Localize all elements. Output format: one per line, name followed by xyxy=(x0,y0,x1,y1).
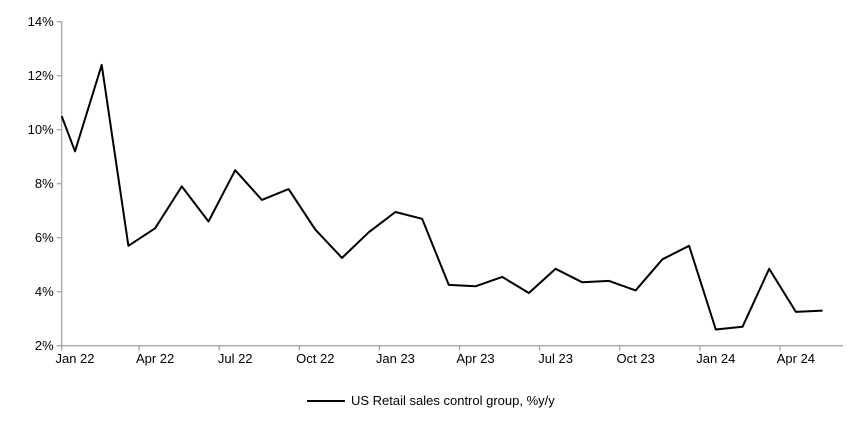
y-tick-label: 8% xyxy=(35,176,54,191)
y-tick-label: 4% xyxy=(35,284,54,299)
x-tick-label: Apr 23 xyxy=(456,351,494,366)
legend: US Retail sales control group, %y/y xyxy=(307,393,555,408)
x-tick-label: Oct 22 xyxy=(296,351,334,366)
legend-line-swatch xyxy=(307,399,345,402)
x-tick-label: Jul 23 xyxy=(538,351,573,366)
x-tick-label: Jan 23 xyxy=(376,351,415,366)
y-tick-label: 12% xyxy=(28,68,54,83)
y-tick-label: 10% xyxy=(28,122,54,137)
x-tick-label: Jan 24 xyxy=(696,351,735,366)
x-tick-label: Jan 22 xyxy=(55,351,94,366)
x-tick-label: Apr 22 xyxy=(136,351,174,366)
y-tick-label: 2% xyxy=(35,338,54,353)
y-tick-label: 6% xyxy=(35,230,54,245)
x-tick-label: Jul 22 xyxy=(218,351,253,366)
series-line xyxy=(60,63,823,331)
y-tick-label: 14% xyxy=(28,14,54,29)
x-tick-label: Apr 24 xyxy=(777,351,815,366)
legend-label: US Retail sales control group, %y/y xyxy=(351,393,555,408)
x-tick-label: Oct 23 xyxy=(617,351,655,366)
